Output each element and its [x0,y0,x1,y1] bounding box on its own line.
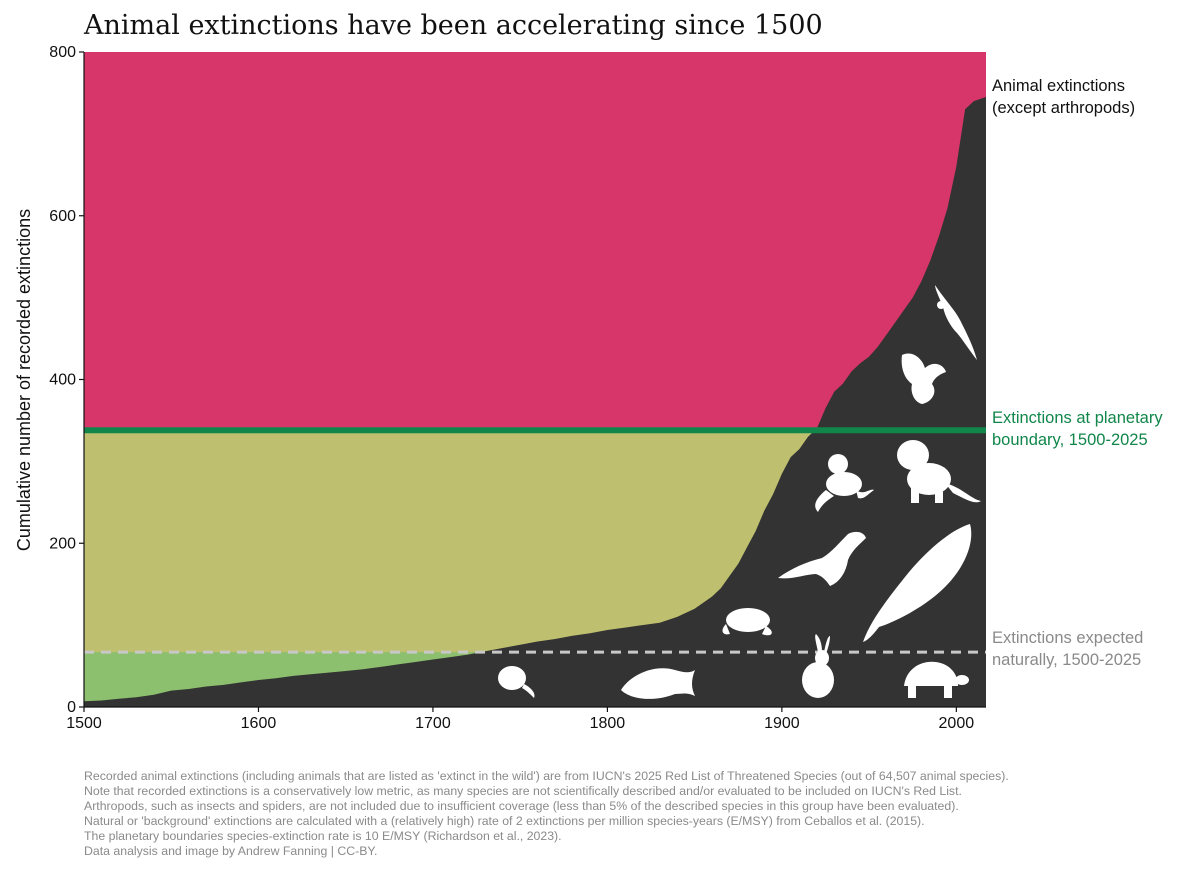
footnote-line: Arthropods, such as insects and spiders,… [84,799,959,813]
whale-icon [863,524,972,642]
x-axis-ticks: 1500 1600 1700 1800 1900 2000 [66,707,974,732]
y-tick-label: 800 [49,44,76,61]
eagle-icon [901,353,946,404]
footnote: Recorded animal extinctions (including a… [84,769,1009,858]
wolf-icon [778,531,866,586]
x-tick-label: 1500 [66,715,102,732]
series-animal-extinctions-area [84,97,986,707]
boundary-annotation-line2: boundary, 1500-2025 [992,431,1148,449]
animal-annotation-line1: Animal extinctions [992,77,1125,95]
fish-icon [621,668,695,699]
y-tick-label: 0 [67,699,76,716]
annotations: Animal extinctions (except arthropods) E… [992,77,1163,669]
natural-annotation-line2: naturally, 1500-2025 [992,651,1141,669]
axes: 1500 1600 1700 1800 1900 2000 0 200 400 600 800 C… [14,44,986,732]
plot-area [84,52,986,707]
x-tick-label: 1800 [590,715,626,732]
chart-title: Animal extinctions have been acceleratin… [83,10,823,41]
x-tick-label: 2000 [939,715,975,732]
tortoise-icon [904,661,969,698]
footnote-line: Note that recorded extinctions is a cons… [84,784,962,798]
footnote-line: Natural or 'background' extinctions are … [84,814,925,828]
y-axis-ticks: 0 200 400 600 800 [49,44,84,716]
rat-icon [498,666,535,698]
y-tick-label: 400 [49,372,76,389]
natural-annotation-line1: Extinctions expected [992,629,1143,647]
x-tick-label: 1700 [415,715,451,732]
x-tick-label: 1900 [764,715,800,732]
footnote-line: The planetary boundaries species-extinct… [84,829,562,843]
rabbit-icon [802,634,834,698]
animal-annotation-line2: (except arthropods) [992,99,1135,117]
x-tick-label: 1600 [241,715,277,732]
lion-icon [897,440,981,503]
monkey-icon [815,454,874,512]
y-tick-label: 600 [49,208,76,225]
boundary-annotation-line1: Extinctions at planetary [992,409,1163,427]
frog-icon [722,608,772,636]
vulture-icon [935,285,977,360]
y-axis-label: Cumulative number of recorded extinction… [14,209,34,551]
animal-silhouettes [498,285,981,699]
footnote-line: Recorded animal extinctions (including a… [84,769,1009,783]
y-tick-label: 200 [49,535,76,552]
footnote-line: Data analysis and image by Andrew Fannin… [84,844,377,858]
